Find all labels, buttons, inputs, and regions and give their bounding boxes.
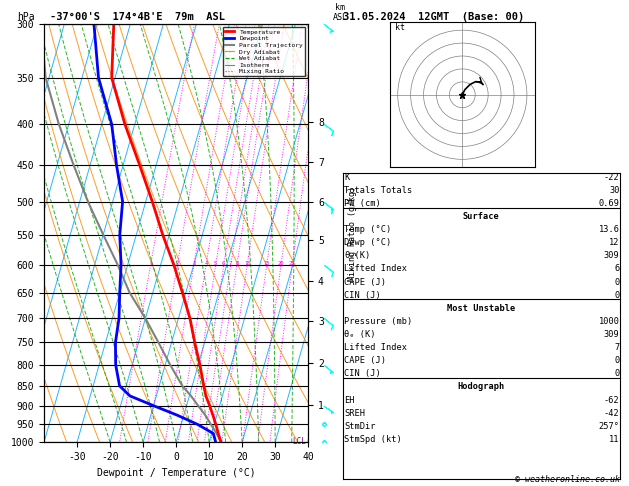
Text: Temp (°C): Temp (°C)	[344, 225, 391, 234]
Text: 8: 8	[235, 260, 238, 266]
Legend: Temperature, Dewpoint, Parcel Trajectory, Dry Adiabat, Wet Adiabat, Isotherm, Mi: Temperature, Dewpoint, Parcel Trajectory…	[223, 27, 305, 76]
Text: 13.6: 13.6	[599, 225, 620, 234]
Text: 7: 7	[615, 343, 620, 352]
Text: Most Unstable: Most Unstable	[447, 304, 515, 313]
Text: CAPE (J): CAPE (J)	[344, 356, 386, 365]
Text: 20: 20	[277, 260, 284, 266]
Text: 7: 7	[229, 260, 232, 266]
Text: 5: 5	[214, 260, 217, 266]
Text: EH: EH	[344, 396, 355, 405]
Text: 30: 30	[609, 186, 620, 195]
Text: 0: 0	[615, 291, 620, 300]
Text: 1000: 1000	[599, 317, 620, 326]
Text: θₑ(K): θₑ(K)	[344, 251, 370, 260]
Text: StmSpd (kt): StmSpd (kt)	[344, 435, 402, 444]
Text: 11: 11	[609, 435, 620, 444]
Text: Mixing Ratio (g/kg): Mixing Ratio (g/kg)	[348, 186, 357, 281]
Text: 6: 6	[222, 260, 225, 266]
Text: © weatheronline.co.uk: © weatheronline.co.uk	[515, 474, 620, 484]
Text: StmDir: StmDir	[344, 422, 376, 431]
Text: Totals Totals: Totals Totals	[344, 186, 413, 195]
Text: Dewp (°C): Dewp (°C)	[344, 238, 391, 247]
Text: 10: 10	[244, 260, 250, 266]
Text: 1: 1	[149, 260, 152, 266]
Text: -62: -62	[604, 396, 620, 405]
Text: 309: 309	[604, 251, 620, 260]
Text: 12: 12	[609, 238, 620, 247]
Text: θₑ (K): θₑ (K)	[344, 330, 376, 339]
Text: Lifted Index: Lifted Index	[344, 343, 407, 352]
Text: 257°: 257°	[599, 422, 620, 431]
Text: kt: kt	[395, 23, 405, 32]
Text: Hodograph: Hodograph	[457, 382, 505, 392]
Text: 4: 4	[204, 260, 208, 266]
Text: 6: 6	[615, 264, 620, 274]
Text: 3: 3	[192, 260, 196, 266]
Text: -42: -42	[604, 409, 620, 418]
Text: SREH: SREH	[344, 409, 365, 418]
Text: CIN (J): CIN (J)	[344, 291, 381, 300]
Text: hPa: hPa	[18, 12, 35, 22]
Text: CAPE (J): CAPE (J)	[344, 278, 386, 287]
Text: -22: -22	[604, 173, 620, 182]
Text: 31.05.2024  12GMT  (Base: 00): 31.05.2024 12GMT (Base: 00)	[343, 12, 524, 22]
Text: 0: 0	[615, 278, 620, 287]
Text: km
ASL: km ASL	[332, 3, 347, 22]
Text: 309: 309	[604, 330, 620, 339]
Text: -37°00'S  174°4B'E  79m  ASL: -37°00'S 174°4B'E 79m ASL	[50, 12, 225, 22]
Text: 2: 2	[175, 260, 179, 266]
Text: 0: 0	[615, 356, 620, 365]
Text: Lifted Index: Lifted Index	[344, 264, 407, 274]
Text: 0.69: 0.69	[599, 199, 620, 208]
Text: K: K	[344, 173, 349, 182]
Text: PW (cm): PW (cm)	[344, 199, 381, 208]
X-axis label: Dewpoint / Temperature (°C): Dewpoint / Temperature (°C)	[97, 468, 255, 478]
Text: LCL: LCL	[292, 437, 306, 446]
Text: 15: 15	[264, 260, 270, 266]
Text: Surface: Surface	[463, 212, 499, 221]
Text: 0: 0	[615, 369, 620, 379]
Text: Pressure (mb): Pressure (mb)	[344, 317, 413, 326]
Text: CIN (J): CIN (J)	[344, 369, 381, 379]
Text: 25: 25	[289, 260, 296, 266]
